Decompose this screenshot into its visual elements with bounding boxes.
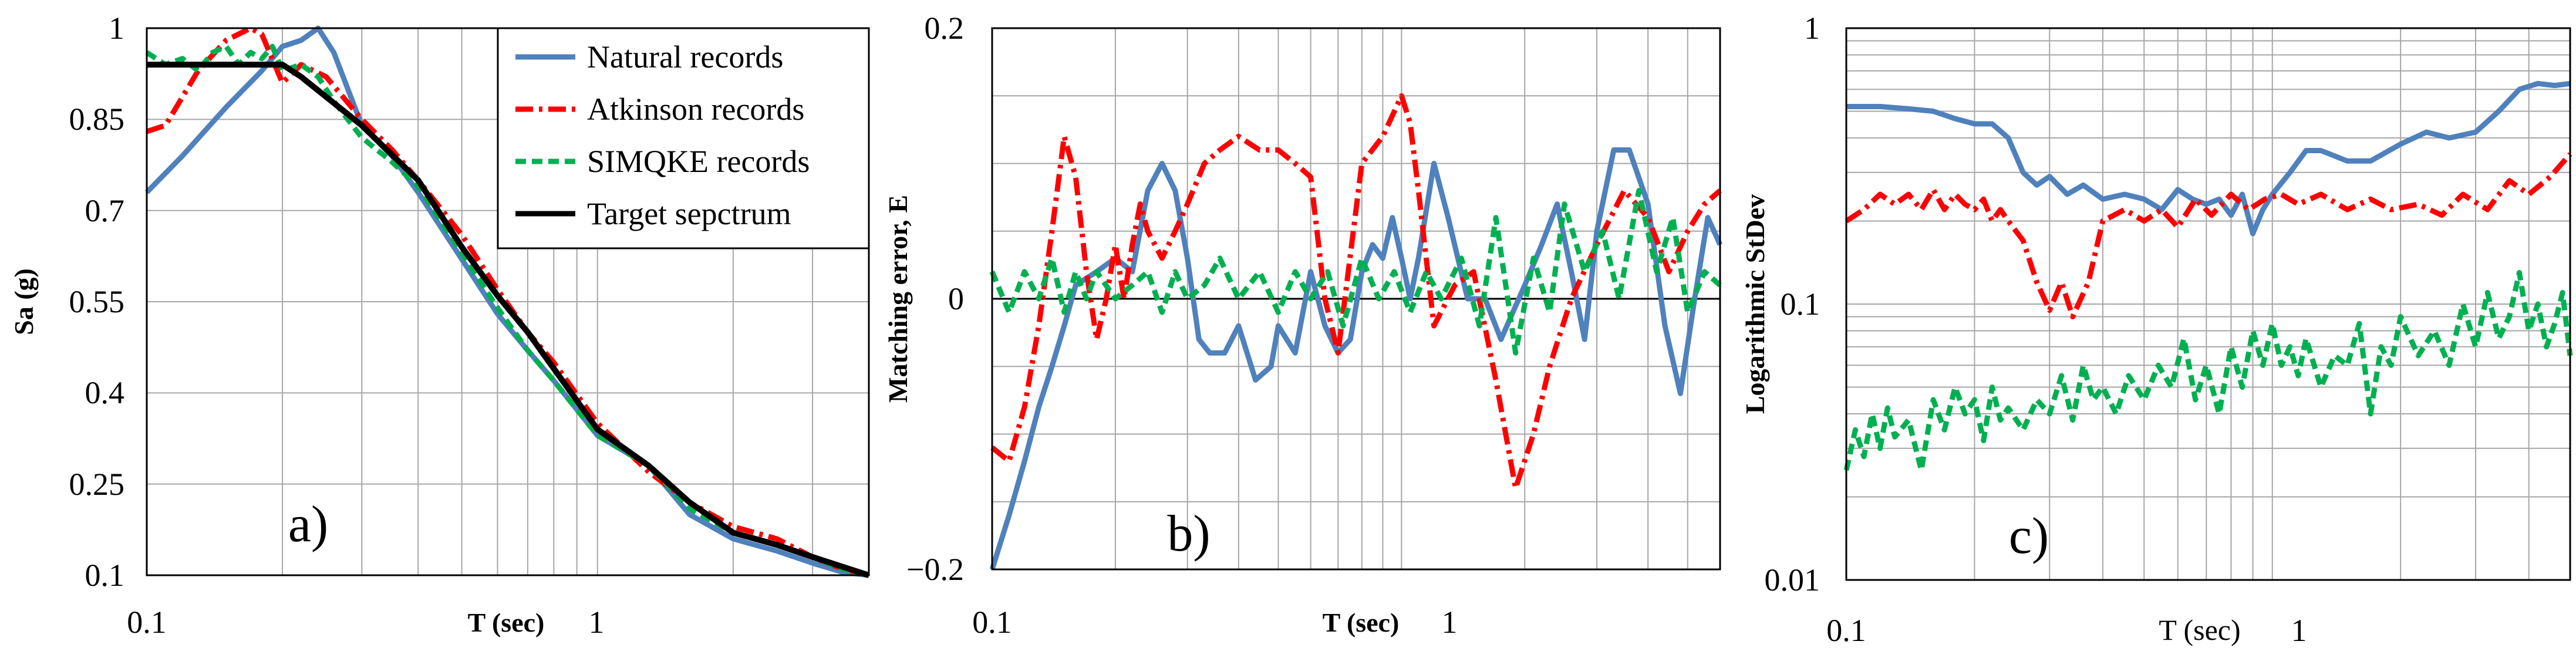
panel-a-label: a)	[288, 496, 328, 553]
panel-a-series	[144, 25, 870, 578]
panel-c-series	[1843, 80, 2573, 473]
panel-a-ytick-3: 0.55	[69, 284, 125, 319]
panel-b-ytick-2: −0.2	[906, 552, 964, 587]
panel-a-chart: 1 0.85 0.7 0.55 0.4 0.25 0.1 0.1 1 T (se…	[9, 11, 870, 640]
panel-b-xtick-0: 0.1	[972, 605, 1012, 640]
panel-b-chart: 0.2 0 −0.2 0.1 1 T (sec) Matching error,…	[883, 11, 1723, 640]
legend-label-natural: Natural records	[587, 39, 783, 75]
panel-c-ylabel: Logarithmic StDev	[1740, 194, 1770, 414]
panel-a-xlabel: T (sec)	[468, 608, 545, 637]
panel-a-ytick-5: 0.25	[69, 467, 125, 502]
legend: Natural records Atkinson records SIMQKE …	[497, 27, 870, 249]
panel-c-xtick-1: 1	[2291, 613, 2307, 648]
legend-label-simqke: SIMQKE records	[587, 144, 810, 179]
panel-c-ytick-1: 0.1	[1781, 286, 1820, 322]
panel-b-series-atkinson-records	[990, 93, 1722, 491]
panel-a-series-atkinson-records	[146, 25, 870, 578]
panel-a-ytick-4: 0.4	[85, 375, 125, 410]
panel-a-series-natural-records	[144, 25, 869, 578]
panel-c-label: c)	[2009, 508, 2049, 565]
panel-a-xtick-0: 0.1	[127, 605, 167, 640]
panel-c-grid	[1846, 28, 2570, 580]
panel-c-xtick-0: 0.1	[1826, 613, 1866, 648]
panel-b-xlabel: T (sec)	[1323, 608, 1400, 637]
panel-b-ytick-1: 0	[948, 281, 964, 316]
panel-b-series-natural-records	[989, 147, 1723, 571]
panel-c-frame	[1845, 27, 2571, 581]
legend-label-atkinson: Atkinson records	[587, 92, 804, 127]
panel-a-ytick-1: 0.85	[69, 102, 125, 137]
panel-c-chart: 1 0.1 0.01 0.1 1 T (sec) Logarithmic StD…	[1740, 11, 2573, 648]
panel-b-label: b)	[1167, 505, 1210, 562]
panel-c-ytick-2: 0.01	[1765, 562, 1820, 598]
panel-a-series-target-sepctrum	[147, 62, 870, 578]
panel-a-ytick-6: 0.1	[85, 558, 125, 593]
panel-a-xtick-1: 1	[589, 605, 605, 640]
panel-c-series-simqke-records	[1843, 269, 2573, 473]
panel-c-ytick-0: 1	[1804, 11, 1820, 46]
panel-c-series-atkinson-records	[1845, 152, 2572, 319]
panel-a-ytick-2: 0.7	[85, 193, 125, 228]
panel-b-series-simqke-records	[989, 188, 1722, 356]
panel-b-ytick-0: 0.2	[925, 11, 965, 46]
panel-b-xtick-1: 1	[1442, 605, 1458, 640]
panel-b-series	[989, 93, 1723, 571]
panel-a-ytick-0: 1	[109, 11, 124, 46]
legend-label-target: Target sepctrum	[587, 196, 791, 231]
panel-b-frame	[991, 27, 1721, 571]
panel-a-ylabel: Sa (g)	[9, 268, 39, 335]
panel-c-xlabel: T (sec)	[2159, 613, 2240, 646]
panel-b-ylabel: Matching error, E	[883, 195, 913, 403]
panel-c-series-natural-records	[1846, 80, 2571, 237]
panel-a-series-simqke-records	[145, 43, 870, 578]
